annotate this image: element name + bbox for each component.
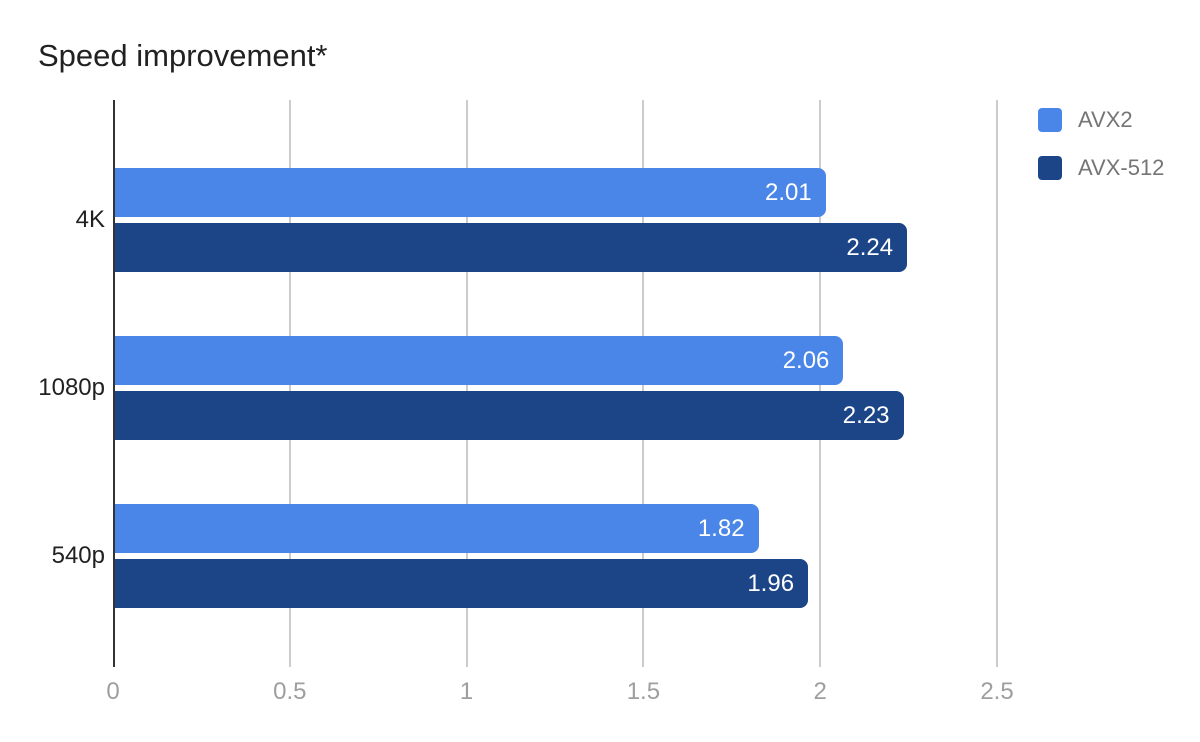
x-tick-label-2.5: 2.5 — [980, 678, 1014, 705]
bar-value-label: 1.82 — [697, 514, 745, 542]
bar-avx2-4k[interactable]: 2.01 — [115, 168, 826, 217]
bar-avx2-1080p[interactable]: 2.06 — [115, 336, 844, 385]
legend-label: AVX-512 — [1078, 155, 1165, 180]
legend-item-avx2[interactable]: AVX2 — [1038, 107, 1164, 132]
bar-avx-512-1080p[interactable]: 2.23 — [115, 391, 904, 440]
x-tick-label-0.5: 0.5 — [273, 678, 307, 705]
bar-value-label: 2.06 — [782, 346, 830, 374]
value-axis: 0 0.5 1 1.5 2 2.5 — [106, 678, 1014, 708]
category-label-1080p: 1080p — [38, 374, 105, 401]
legend-swatch-avx-512 — [1038, 156, 1062, 180]
legend-swatch-avx2 — [1038, 108, 1062, 132]
chart-title: Speed improvement* — [38, 38, 328, 73]
x-tick-label-1.5: 1.5 — [626, 678, 661, 705]
bar-value-label: 2.01 — [765, 178, 812, 206]
bar-avx-512-4k[interactable]: 2.24 — [115, 223, 908, 272]
bar-value-label: 2.24 — [846, 233, 894, 261]
bar-value-label: 2.23 — [842, 401, 890, 429]
category-axis: 4K 1080p 540p — [0, 100, 105, 667]
bar-avx-512-540p[interactable]: 1.96 — [115, 559, 809, 608]
bar-value-label: 1.96 — [747, 569, 795, 597]
legend: AVX2 AVX-512 — [1038, 107, 1165, 204]
legend-label: AVX2 — [1078, 107, 1133, 132]
category-label-540p: 540p — [51, 542, 105, 569]
legend-item-avx-512[interactable]: AVX-512 — [1038, 155, 1165, 180]
category-label-4k: 4K — [75, 206, 105, 233]
y-axis-baseline — [113, 100, 115, 667]
plot-area: 2.01 2.06 1.82 2.24 2.23 1.96 — [113, 100, 1010, 667]
x-tick-label-2: 2 — [813, 678, 827, 705]
x-tick-label-1: 1 — [459, 678, 474, 705]
x-tick-label-0: 0 — [106, 678, 120, 705]
gridline — [996, 100, 998, 667]
bar-avx2-540p[interactable]: 1.82 — [115, 504, 759, 553]
